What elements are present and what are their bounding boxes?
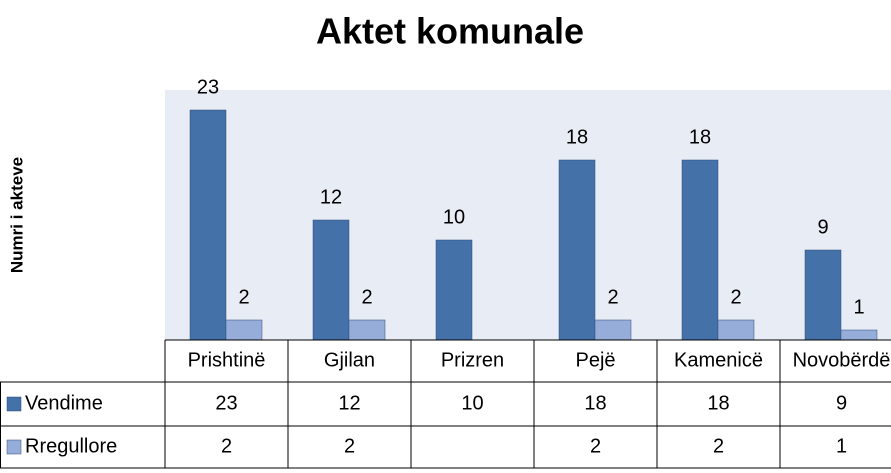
bar [840,329,878,341]
legend-label: Vendime [25,392,103,414]
table-cell: 9 [836,392,847,414]
data-label: 12 [320,186,342,208]
table-cell: 18 [584,392,606,414]
plot-area [165,90,891,340]
legend-swatch [6,439,22,455]
table-cell: 1 [836,435,847,457]
data-label: 2 [730,286,741,308]
data-label: 9 [817,216,828,238]
table-cell: 2 [713,435,724,457]
bar [558,159,596,341]
bar [348,319,386,341]
bar [435,239,473,341]
table-cell: 2 [590,435,601,457]
data-label: 18 [689,126,711,148]
data-label: 23 [197,76,219,98]
table-cell: 2 [344,435,355,457]
bar [594,319,632,341]
data-label: 1 [853,296,864,318]
bar [804,249,842,341]
table-cell: 2 [221,435,232,457]
x-tick-label: Novobërdë [793,349,891,371]
table-cell: 12 [338,392,360,414]
x-tick-label: Gjilan [324,349,375,371]
data-label: 2 [238,286,249,308]
x-tick-label: Pejë [575,349,615,371]
x-tick-label: Kamenicë [674,349,763,371]
data-label: 2 [361,286,372,308]
bar [189,109,227,341]
chart-title: Aktet komunale [316,11,584,52]
table-cell: 23 [215,392,237,414]
data-label: 18 [566,126,588,148]
bar [312,219,350,341]
bar [225,319,263,341]
bar [681,159,719,341]
table-cell: 18 [707,392,729,414]
x-tick-label: Prishtinë [188,349,266,371]
y-axis-label: Numri i akteve [7,157,26,273]
legend-swatch [6,396,22,412]
x-tick-label: Prizren [441,349,504,371]
table-cell: 10 [461,392,483,414]
legend-label: Rregullore [25,435,117,457]
bar [717,319,755,341]
data-label: 10 [443,206,465,228]
data-label: 2 [607,286,618,308]
